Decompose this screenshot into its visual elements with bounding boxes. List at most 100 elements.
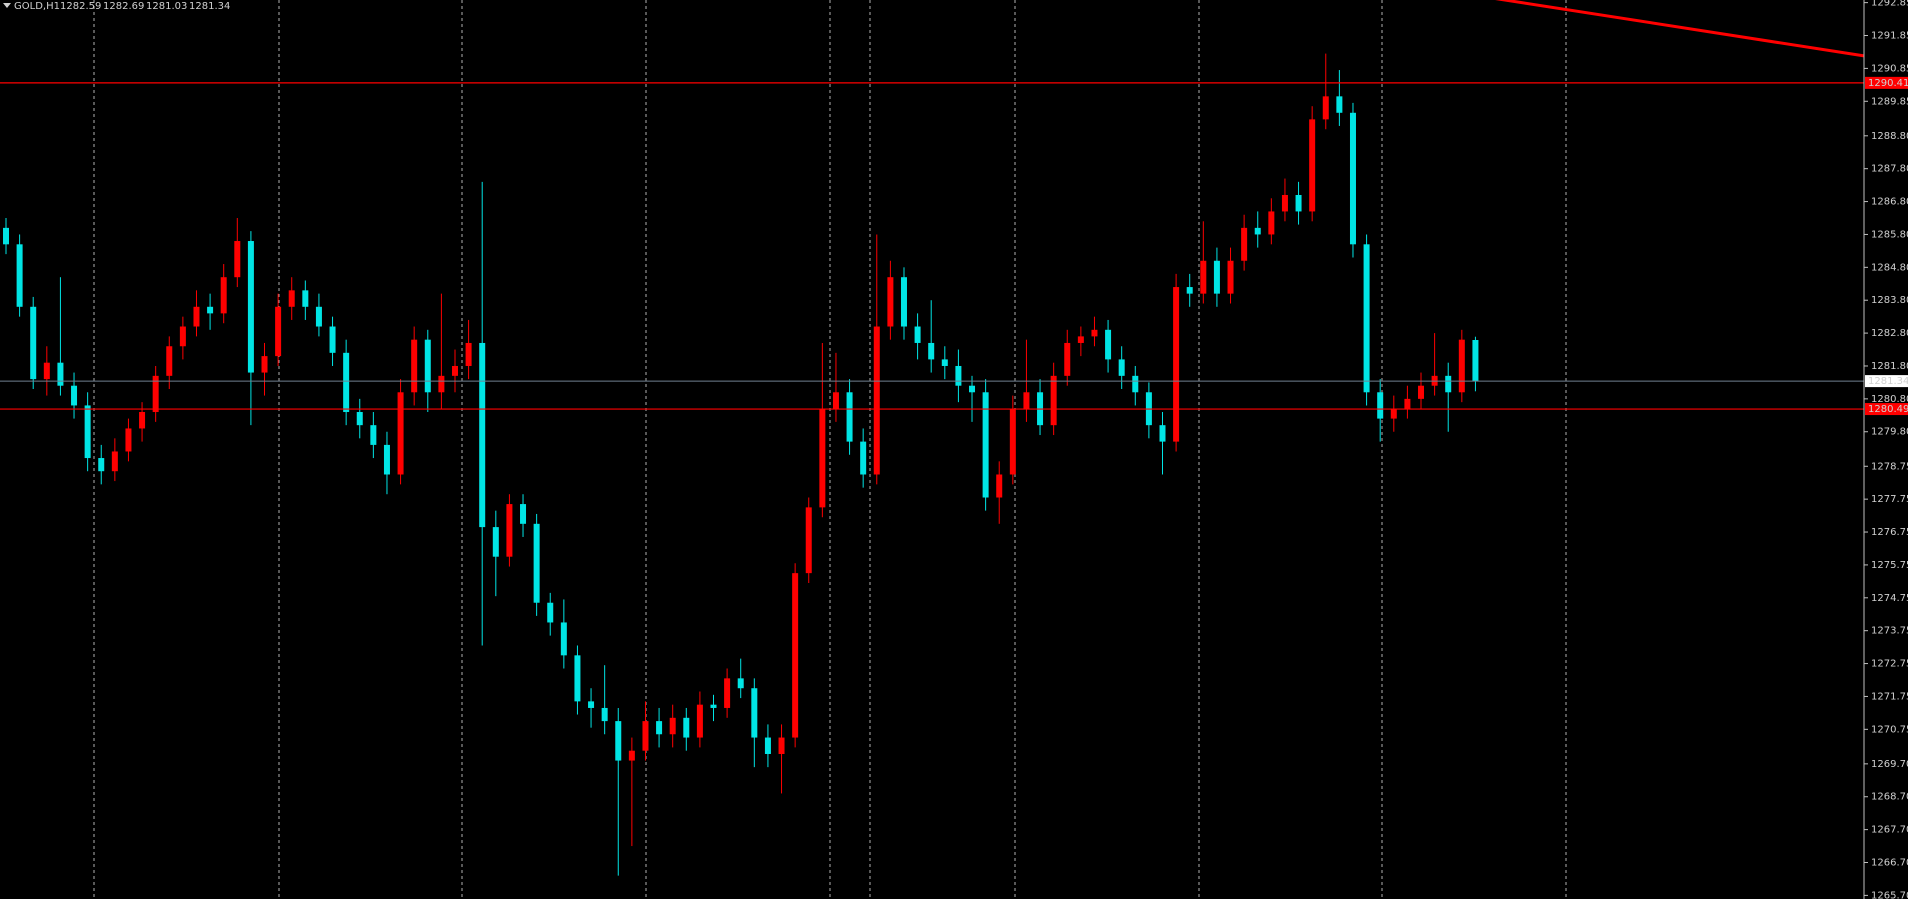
- candle-body: [1064, 342, 1071, 376]
- level-tag: [1865, 76, 1908, 89]
- candle-body: [900, 277, 907, 327]
- candle-body: [43, 362, 50, 380]
- candle-body: [451, 365, 458, 376]
- y-tick-label: 1268.70: [1871, 792, 1908, 803]
- y-tick-label: 1275.75: [1871, 560, 1908, 571]
- bid-tag: [1865, 375, 1908, 388]
- candle-body: [1173, 287, 1180, 442]
- candle-body: [315, 306, 322, 327]
- candle-body: [84, 405, 91, 459]
- candle-body: [411, 339, 418, 393]
- candle-body: [1009, 408, 1016, 475]
- candle-body: [1118, 359, 1125, 376]
- candle-body: [166, 346, 173, 376]
- candle-body: [737, 678, 744, 689]
- y-tick-label: 1270.75: [1871, 724, 1908, 735]
- last-high: 1282.69: [103, 1, 144, 12]
- candle-body: [710, 704, 717, 708]
- candle-body: [533, 523, 540, 603]
- candle-body: [356, 412, 363, 426]
- y-tick-label: 1286.80: [1871, 197, 1908, 208]
- candle-body: [1159, 425, 1166, 442]
- candle-body: [492, 527, 499, 557]
- candle-body: [1213, 260, 1220, 294]
- candle-body: [1091, 329, 1098, 337]
- candle-body: [207, 306, 214, 314]
- candle-body: [547, 602, 554, 623]
- candle-body: [805, 507, 812, 574]
- candle-body: [302, 290, 309, 307]
- candle-body: [778, 737, 785, 754]
- y-tick-label: 1284.80: [1871, 262, 1908, 273]
- candle-body: [792, 573, 799, 738]
- trendline: [1495, 0, 1865, 58]
- candle-body: [669, 717, 676, 735]
- candle-body: [642, 721, 649, 751]
- y-tick-label: 1289.85: [1871, 96, 1908, 107]
- candle-body: [1268, 211, 1275, 235]
- y-tick-label: 1292.85: [1871, 0, 1908, 9]
- candle-body: [588, 701, 595, 708]
- candle-body: [1390, 408, 1397, 419]
- candle-body: [1200, 260, 1207, 294]
- level-label: 1280.49: [1868, 404, 1908, 415]
- candle-body: [628, 750, 635, 761]
- candle-body: [1418, 385, 1425, 399]
- candle-body: [914, 326, 921, 343]
- candle-body: [751, 688, 758, 738]
- candle-body: [887, 277, 894, 327]
- y-tick-label: 1287.80: [1871, 164, 1908, 175]
- symbol: GOLD,H1: [14, 1, 60, 12]
- candle-body: [1227, 260, 1234, 294]
- candle-body: [397, 392, 404, 475]
- plot: [0, 0, 1865, 876]
- candle-body: [125, 428, 132, 452]
- candle-body: [261, 356, 268, 373]
- candle-body: [1445, 375, 1452, 393]
- candle-body: [139, 412, 146, 429]
- candle-body: [57, 362, 64, 386]
- candle-body: [601, 707, 608, 722]
- candle-body: [1241, 227, 1248, 261]
- candle-body: [955, 365, 962, 386]
- candle-body: [941, 359, 948, 366]
- candle-body: [846, 392, 853, 442]
- candle-body: [764, 737, 771, 754]
- level-label: 1290.41: [1868, 78, 1908, 89]
- candle-body: [1186, 287, 1193, 294]
- y-tick-label: 1266.70: [1871, 858, 1908, 869]
- y-tick-label: 1291.85: [1871, 31, 1908, 42]
- candle-body: [1023, 392, 1030, 409]
- candle-body: [574, 655, 581, 702]
- candle-body: [696, 704, 703, 738]
- y-tick-label: 1271.75: [1871, 691, 1908, 702]
- candle-body: [819, 408, 826, 508]
- last-open: 1282.59: [60, 1, 101, 12]
- candle-body: [98, 458, 105, 472]
- candle-body: [832, 392, 839, 409]
- y-tick-label: 1274.75: [1871, 593, 1908, 604]
- candle-body: [996, 474, 1003, 498]
- y-tick-label: 1273.75: [1871, 626, 1908, 637]
- candle-body: [220, 277, 227, 314]
- candle-body: [479, 342, 486, 528]
- candle-body: [343, 352, 350, 413]
- candle-body: [1404, 398, 1411, 409]
- dropdown-icon: [3, 3, 11, 8]
- bid-label: 1281.34: [1868, 376, 1908, 387]
- candle-body: [16, 244, 23, 307]
- y-tick-label: 1282.80: [1871, 328, 1908, 339]
- candle-body: [656, 721, 663, 735]
- candle-body: [615, 721, 622, 761]
- candle-body: [383, 444, 390, 475]
- level-tag: [1865, 403, 1908, 416]
- y-tick-label: 1281.80: [1871, 361, 1908, 372]
- y-tick-label: 1288.80: [1871, 131, 1908, 142]
- candle-body: [234, 241, 241, 278]
- candle-body: [247, 241, 254, 373]
- candle-body: [1349, 112, 1356, 245]
- candle-body: [724, 678, 731, 708]
- candle-body: [30, 306, 37, 380]
